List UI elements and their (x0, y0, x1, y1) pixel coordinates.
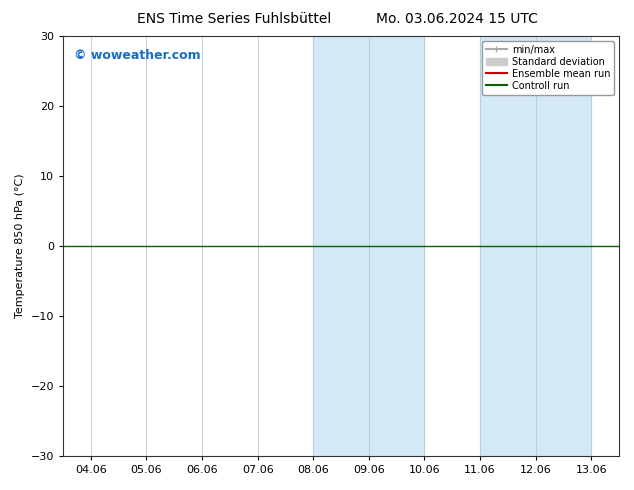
Y-axis label: Temperature 850 hPa (°C): Temperature 850 hPa (°C) (15, 174, 25, 318)
Bar (313, 36, 424, 456)
Bar (480, 36, 591, 456)
Text: © woweather.com: © woweather.com (74, 49, 201, 62)
Legend: min/max, Standard deviation, Ensemble mean run, Controll run: min/max, Standard deviation, Ensemble me… (482, 41, 614, 95)
Text: Mo. 03.06.2024 15 UTC: Mo. 03.06.2024 15 UTC (375, 12, 538, 26)
Text: ENS Time Series Fuhlsbüttel: ENS Time Series Fuhlsbüttel (138, 12, 332, 26)
